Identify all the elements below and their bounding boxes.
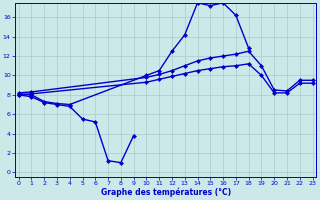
X-axis label: Graphe des températures (°C): Graphe des températures (°C)	[100, 188, 231, 197]
